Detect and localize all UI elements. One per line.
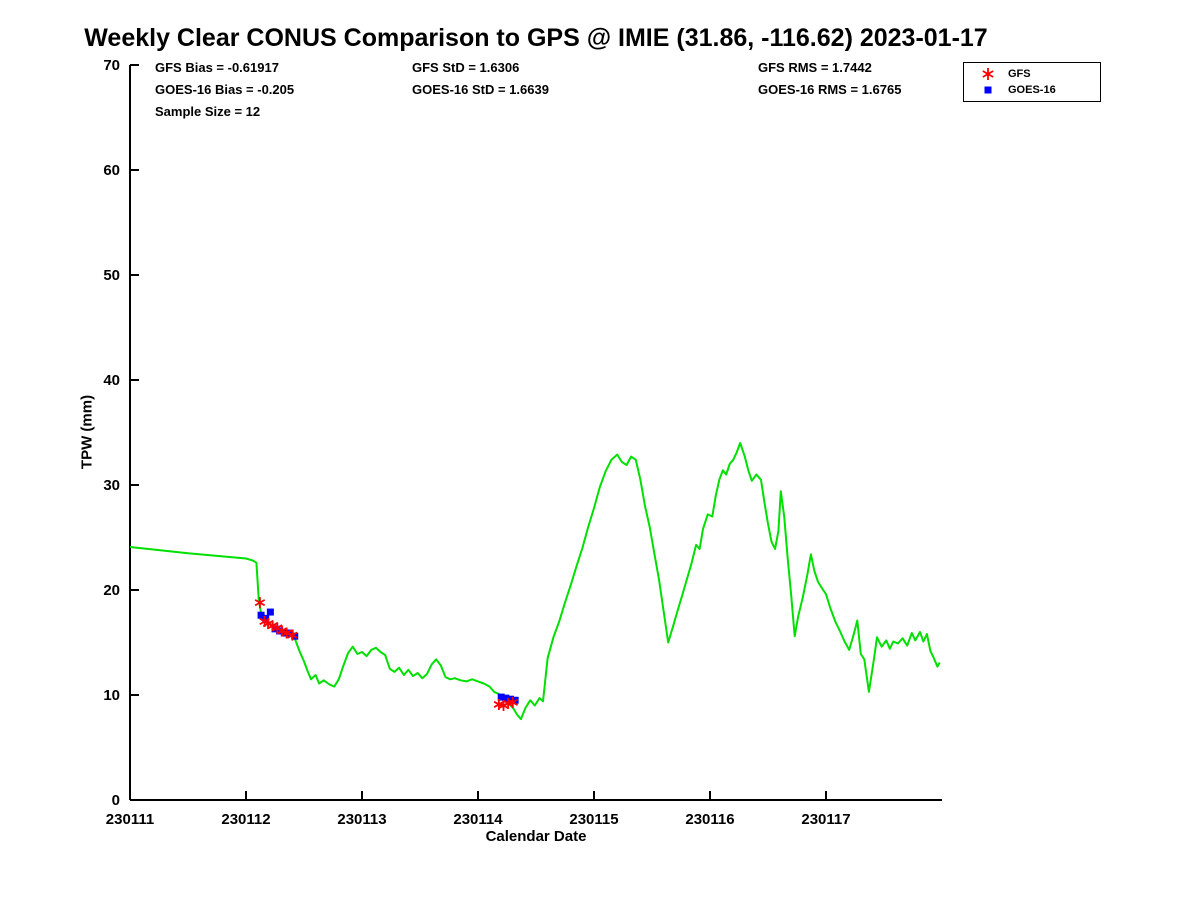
x-tick-label: 230112 <box>221 811 270 828</box>
goes16-marker <box>276 627 284 635</box>
legend-square-glyph <box>984 86 992 94</box>
goes16-markers <box>257 608 519 704</box>
goes16-marker <box>257 611 265 619</box>
gfs-markers <box>254 597 519 711</box>
y-tick-label: 10 <box>103 687 120 704</box>
goes16-square-icon <box>984 86 992 94</box>
goes16-rms-text: GOES-16 RMS = 1.6765 <box>758 82 902 97</box>
goes16-bias-text: GOES-16 Bias = -0.205 <box>155 82 295 97</box>
y-tick-label: 30 <box>103 477 120 494</box>
legend-item-gfs: GFS <box>964 66 1100 82</box>
gfs-std-text: GFS StD = 1.6306 <box>412 60 520 75</box>
legend-item-goes16: GOES-16 <box>964 82 1100 98</box>
chart-title: Weekly Clear CONUS Comparison to GPS @ I… <box>84 24 988 52</box>
x-tick-label: 230111 <box>106 811 154 828</box>
goes16-marker <box>497 693 505 701</box>
sample-size-text: Sample Size = 12 <box>155 104 261 119</box>
legend-label-goes16: GOES-16 <box>1008 84 1056 96</box>
y-tick-label: 70 <box>103 57 120 74</box>
x-axis-label: Calendar Date <box>485 828 587 845</box>
y-tick-label: 40 <box>103 372 120 389</box>
x-tick-label: 230116 <box>685 811 734 828</box>
gfs-marker <box>254 597 266 609</box>
gfs-asterisk-icon <box>982 68 994 80</box>
gfs-marker <box>507 696 519 708</box>
y-tick-label: 50 <box>103 267 120 284</box>
axes: 0 10 20 30 40 50 60 70 230111 230112 230113 230114 2… <box>103 57 942 828</box>
gfs-bias-text: GFS Bias = -0.61917 <box>155 60 279 75</box>
x-tick-label: 230113 <box>337 811 386 828</box>
stats-column-rms: GFS RMS = 1.7442 GOES-16 RMS = 1.6765 <box>758 57 901 101</box>
goes16-marker <box>262 614 270 622</box>
x-tick-label: 230114 <box>453 811 503 828</box>
y-tick-label: 0 <box>112 792 120 809</box>
x-tick-label: 230117 <box>801 811 850 828</box>
goes16-marker <box>502 694 510 702</box>
legend-asterisk-glyph <box>982 68 994 80</box>
goes16-marker <box>266 608 274 616</box>
gps-line <box>129 442 941 721</box>
goes16-marker <box>506 695 514 703</box>
y-axis-label: TPW (mm) <box>78 394 96 470</box>
y-tick-label: 60 <box>103 162 120 179</box>
legend-label-gfs: GFS <box>1008 68 1031 80</box>
legend-box: GFS GOES-16 <box>963 62 1101 102</box>
stats-column-std: GFS StD = 1.6306 GOES-16 StD = 1.6639 <box>412 57 549 101</box>
y-tick-label: 20 <box>103 582 120 599</box>
gfs-rms-text: GFS RMS = 1.7442 <box>758 60 872 75</box>
goes16-std-text: GOES-16 StD = 1.6639 <box>412 82 549 97</box>
gfs-marker <box>281 627 292 639</box>
gfs-marker <box>287 629 298 641</box>
stats-column-bias: GFS Bias = -0.61917 GOES-16 Bias = -0.20… <box>155 57 294 123</box>
x-tick-label: 230115 <box>569 811 618 828</box>
